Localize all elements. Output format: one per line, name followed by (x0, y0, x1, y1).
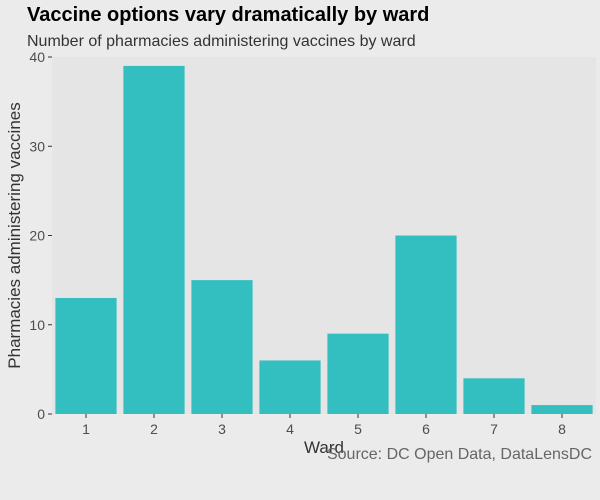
x-tick-label: 8 (558, 421, 566, 437)
y-axis-label: Pharmacies administering vaccines (5, 102, 24, 368)
x-axis: 1 2 3 4 5 6 7 8 (82, 414, 566, 437)
y-tick-label: 20 (29, 228, 45, 244)
x-tick-label: 1 (82, 421, 90, 437)
x-axis-label: Ward (304, 438, 344, 457)
x-tick-label: 7 (490, 421, 498, 437)
bar-ward-5 (327, 333, 389, 414)
x-tick-label: 2 (150, 421, 158, 437)
bar-ward-1 (55, 297, 117, 414)
chart-caption: Source: DC Open Data, DataLensDC (326, 446, 592, 463)
bar-ward-4 (259, 360, 321, 414)
y-axis: 0 10 20 30 40 (29, 49, 52, 422)
x-tick-label: 5 (354, 421, 362, 437)
bar-ward-6 (395, 235, 457, 414)
bar-ward-2 (123, 65, 185, 415)
y-tick-label: 40 (29, 49, 45, 65)
bar-ward-3 (191, 280, 253, 414)
bar-ward-8 (531, 405, 593, 414)
chart-subtitle: Number of pharmacies administering vacci… (27, 33, 416, 50)
y-tick-label: 10 (29, 317, 45, 333)
bar-ward-7 (463, 378, 525, 414)
x-tick-label: 3 (218, 421, 226, 437)
bars-group (55, 65, 593, 415)
y-tick-label: 30 (29, 138, 45, 154)
chart-title: Vaccine options vary dramatically by war… (27, 4, 430, 26)
x-tick-label: 6 (422, 421, 430, 437)
y-tick-label: 0 (37, 406, 45, 422)
x-tick-label: 4 (286, 421, 294, 437)
